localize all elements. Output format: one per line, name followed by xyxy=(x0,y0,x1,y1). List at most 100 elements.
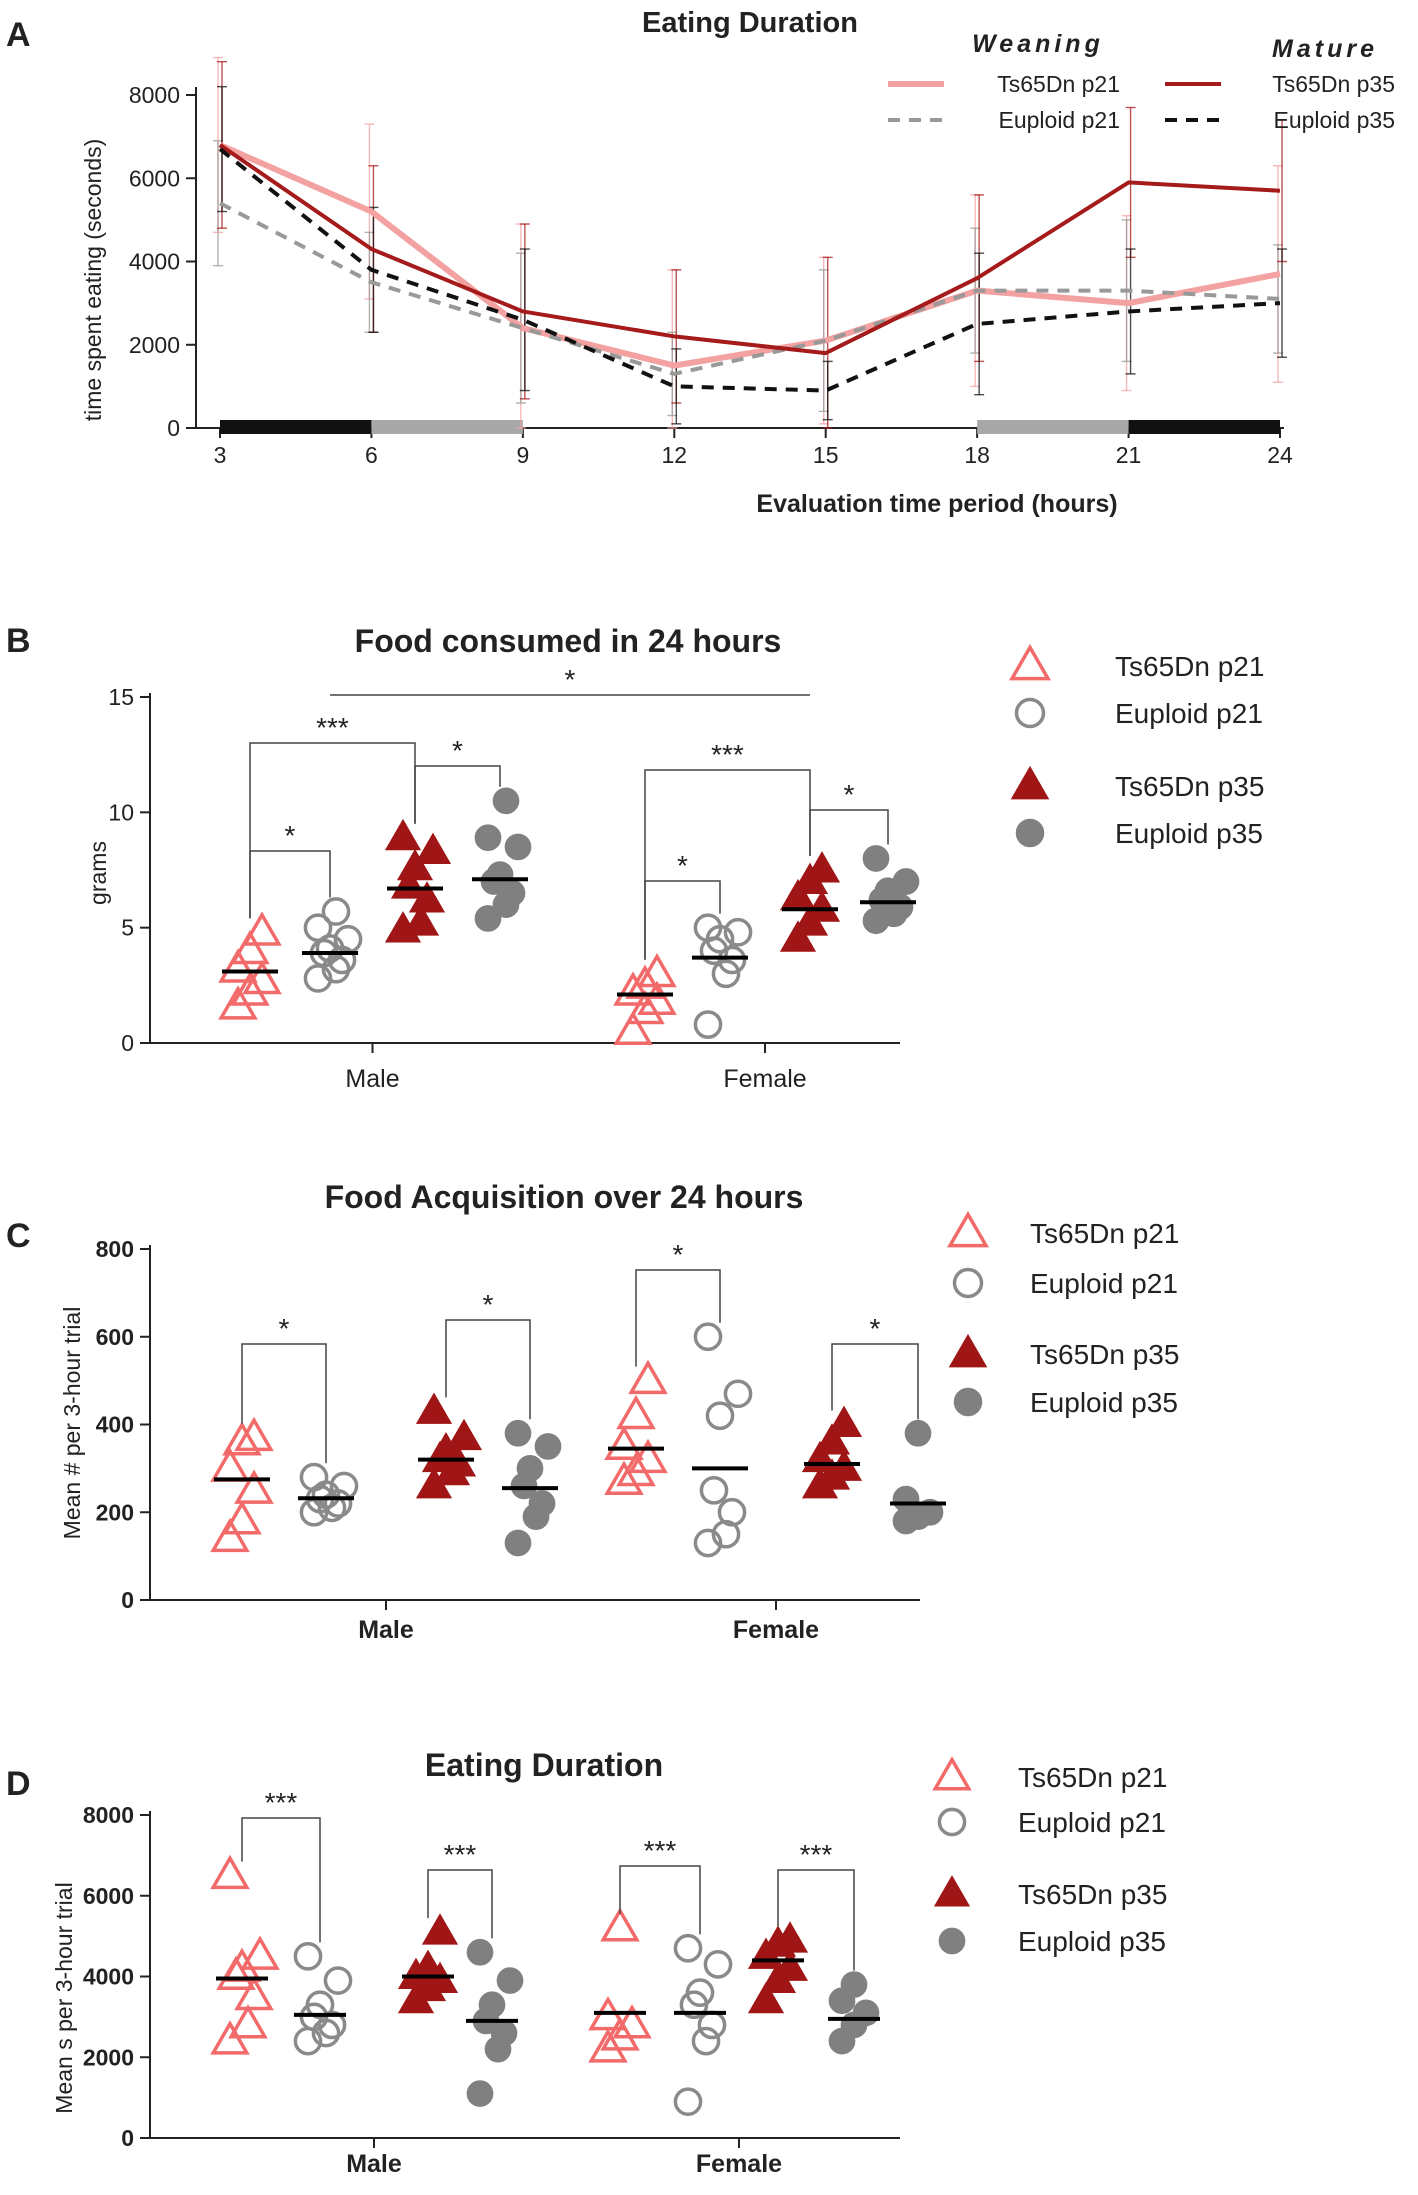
significance-label: * xyxy=(673,1239,684,1270)
y-tick-label: 2000 xyxy=(129,332,180,358)
significance-bracket xyxy=(427,1869,493,1939)
data-point-euploid-p21 xyxy=(293,1941,323,1971)
data-point-euploid-p35 xyxy=(852,1999,880,2027)
x-tick-label: 18 xyxy=(964,442,990,468)
data-point-euploid-p35 xyxy=(478,1991,506,2019)
data-point-euploid-p35 xyxy=(492,787,520,815)
data-point-ts65dn-p21 xyxy=(240,1935,280,1970)
data-point-euploid-p21 xyxy=(315,934,345,963)
data-point-ts65dn-p21 xyxy=(613,1010,653,1045)
data-point-euploid-p21 xyxy=(303,913,333,943)
data-point-euploid-p35 xyxy=(466,1938,494,1966)
legend-label-euploid-p35: Euploid p35 xyxy=(1030,1387,1178,1418)
series-line-ts65dn-p35 xyxy=(218,143,1281,356)
panel-b-legend: Ts65Dn p21 Euploid p21 Ts65Dn p35 Euploid p… xyxy=(1008,643,1264,849)
panel-c-title: Food Acquisition over 24 hours xyxy=(325,1179,804,1215)
data-point-ts65dn-p21 xyxy=(210,1517,250,1553)
data-point-ts65dn-p35 xyxy=(813,1423,851,1455)
data-point-euploid-p21 xyxy=(693,1528,723,1558)
panel-label-a: A xyxy=(6,16,31,54)
legend-label-ts65dn-p21: Ts65Dn p21 xyxy=(997,71,1120,97)
data-point-euploid-p35 xyxy=(474,824,502,852)
data-point-euploid-p21 xyxy=(691,2026,721,2056)
data-point-euploid-p21 xyxy=(299,1462,329,1492)
data-point-euploid-p21 xyxy=(699,1475,729,1505)
legend-label-ts65dn-p21: Ts65Dn p21 xyxy=(1030,1218,1179,1249)
data-point-ts65dn-p35 xyxy=(396,848,434,881)
data-point-euploid-p21 xyxy=(673,1933,703,1963)
x-tick-label: 6 xyxy=(365,442,378,468)
panel-b: B Food consumed in 24 hours grams 0 5 10 15… xyxy=(6,622,1264,1093)
significance-bracket xyxy=(635,1269,721,1367)
data-point-ts65dn-p21 xyxy=(228,2004,268,2039)
data-point-ts65dn-p35 xyxy=(747,1981,785,2014)
significance-label: * xyxy=(285,820,296,851)
data-point-euploid-p35 xyxy=(904,1419,932,1447)
panel-c-ylabel: Mean # per 3-hour trial xyxy=(59,1307,85,1540)
data-point-ts65dn-p21 xyxy=(234,1469,274,1504)
data-point-ts65dn-p21 xyxy=(604,1425,644,1460)
category-label-male: Male xyxy=(346,2150,402,2178)
significance-bracket xyxy=(414,765,501,824)
y-tick-label: 600 xyxy=(96,1324,134,1350)
data-point-euploid-p21 xyxy=(705,1401,735,1431)
data-point-ts65dn-p21 xyxy=(230,971,270,1006)
y-tick-label: 8000 xyxy=(129,82,180,108)
legend-label-euploid-p35: Euploid p35 xyxy=(1274,107,1396,133)
data-point-ts65dn-p35 xyxy=(825,1405,863,1438)
data-point-ts65dn-p35 xyxy=(384,818,422,851)
legend-marker-ts65dn-p21 xyxy=(946,1210,990,1248)
category-label-female: Female xyxy=(696,2150,782,2178)
legend-label-euploid-p21: Euploid p21 xyxy=(1030,1268,1178,1299)
panel-label-b: B xyxy=(6,622,31,660)
data-point-euploid-p21 xyxy=(323,1966,353,1995)
panel-a: A Eating Duration Weaning Mature Evaluat… xyxy=(6,7,1395,518)
data-point-ts65dn-p35 xyxy=(402,904,440,936)
y-tick-label: 0 xyxy=(121,1030,134,1056)
panel-a-xlabel: Evaluation time period (hours) xyxy=(756,490,1117,518)
x-tick-label: 15 xyxy=(813,442,839,468)
data-point-euploid-p21 xyxy=(685,1978,715,2008)
y-tick-label: 10 xyxy=(108,799,134,825)
y-tick-label: 2000 xyxy=(83,2044,134,2070)
data-point-euploid-p21 xyxy=(321,897,351,926)
panel-c-legend: Ts65Dn p21 Euploid p21 Ts65Dn p35 Euploid p… xyxy=(946,1210,1179,1418)
x-tick-label: 9 xyxy=(516,442,529,468)
data-point-euploid-p21 xyxy=(717,945,747,975)
significance-label: *** xyxy=(644,1835,677,1866)
legend-label-euploid-p35: Euploid p35 xyxy=(1018,1926,1166,1957)
significance-label: *** xyxy=(800,1839,833,1870)
data-point-euploid-p21 xyxy=(717,1497,747,1527)
panel-c-plot: 0 200 400 600 800 Male Female * * * * xyxy=(96,1236,946,1644)
legend-group-mature: Mature xyxy=(1272,35,1378,63)
significance-bracket xyxy=(249,742,416,919)
light-cycle-bar xyxy=(371,420,523,434)
data-point-euploid-p35 xyxy=(516,1455,544,1482)
legend-marker-ts65dn-p35 xyxy=(933,1875,971,1907)
category-label-female: Female xyxy=(723,1065,806,1093)
data-point-ts65dn-p21 xyxy=(218,948,258,983)
y-tick-label: 200 xyxy=(96,1499,134,1525)
legend-label-ts65dn-p35: Ts65Dn p35 xyxy=(1030,1339,1179,1370)
data-point-ts65dn-p21 xyxy=(600,1907,640,1942)
data-point-ts65dn-p21 xyxy=(637,952,677,988)
legend-marker-ts65dn-p35 xyxy=(1010,765,1050,800)
data-point-euploid-p35 xyxy=(496,1967,524,1994)
data-point-ts65dn-p35 xyxy=(421,1913,459,1945)
legend-group-weaning: Weaning xyxy=(972,30,1104,58)
y-tick-label: 8000 xyxy=(83,1802,134,1828)
data-point-ts65dn-p21 xyxy=(600,2016,640,2051)
legend-marker-euploid-p21 xyxy=(937,1807,967,1837)
legend-marker-euploid-p21 xyxy=(952,1267,984,1299)
category-label-male: Male xyxy=(358,1616,414,1644)
data-point-euploid-p35 xyxy=(840,1971,868,1998)
y-tick-label: 800 xyxy=(96,1236,134,1262)
legend-label-euploid-p21: Euploid p21 xyxy=(1018,1807,1166,1838)
y-tick-label: 5 xyxy=(121,915,134,941)
legend-marker-euploid-p35 xyxy=(1015,818,1045,848)
x-tick-label: 3 xyxy=(214,442,227,468)
data-point-euploid-p35 xyxy=(486,861,514,888)
data-point-euploid-p35 xyxy=(504,1529,532,1557)
data-point-euploid-p35 xyxy=(504,1419,532,1447)
significance-label: *** xyxy=(444,1839,477,1870)
